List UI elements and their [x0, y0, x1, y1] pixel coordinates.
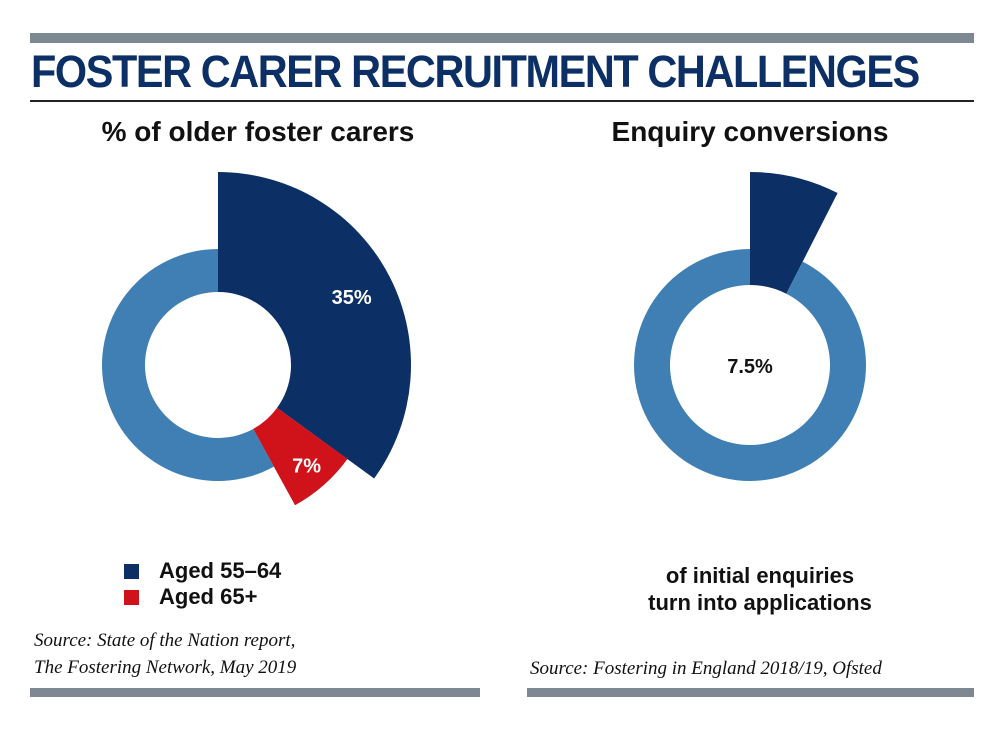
right-chart-title: Enquiry conversions [611, 116, 889, 147]
legend-item-aged-55-64: Aged 55–64 [124, 558, 281, 584]
source-line: Source: State of the Nation report, [34, 630, 296, 651]
caption-line: of initial enquiries [665, 563, 855, 588]
source-line: The Fostering Network, May 2019 [34, 657, 297, 678]
legend-label: Aged 65+ [159, 584, 258, 609]
title-underline [30, 100, 974, 102]
right-source: Source: Fostering in England 2018/19, Of… [530, 658, 882, 679]
conversion-caption: of initial enquiries turn into applicati… [560, 562, 960, 616]
top-rule [30, 33, 974, 43]
pie-slice [253, 407, 348, 506]
slice-label-aged-55-64: 35% [332, 287, 372, 309]
left-chart-title: % of older foster carers [101, 116, 415, 147]
legend-label: Aged 55–64 [159, 558, 282, 583]
bottom-rule-right [527, 688, 974, 697]
center-label: 7.5% [727, 356, 773, 378]
legend-swatch-red [124, 589, 139, 605]
pie-slice [102, 249, 274, 481]
pie-slice [218, 172, 411, 479]
left-source: Source: State of the Nation report, The … [34, 627, 296, 681]
enquiry-conversions-chart: 7.5% [634, 172, 866, 481]
legend-swatch-navy [124, 563, 139, 579]
legend: Aged 55–64 Aged 65+ [124, 558, 281, 610]
caption-line: turn into applications [648, 590, 872, 615]
page-title: FOSTER CARER RECRUITMENT CHALLENGES [31, 46, 920, 97]
older-carers-chart: 35% 7% [102, 172, 411, 506]
slice-label-aged-65-plus: 7% [292, 456, 321, 478]
pie-slice [634, 249, 866, 481]
pie-slice [750, 172, 838, 294]
bottom-rule-left [30, 688, 480, 697]
legend-item-aged-65-plus: Aged 65+ [124, 584, 281, 610]
